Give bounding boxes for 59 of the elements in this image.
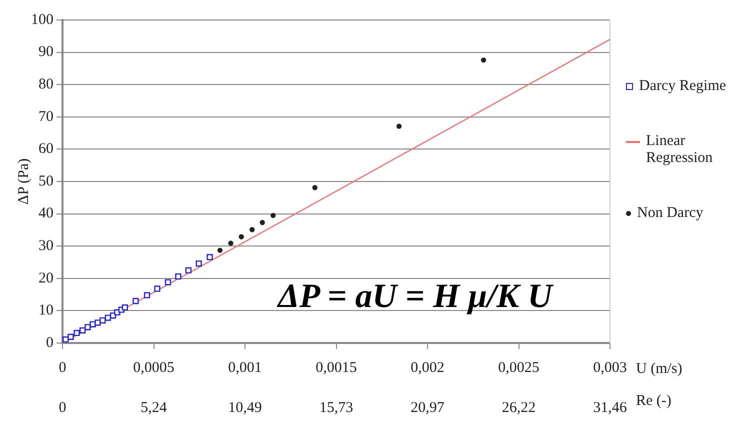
x2-tick-label: 31,46 xyxy=(593,400,628,416)
point xyxy=(104,314,112,321)
y-tick-label: 20 xyxy=(38,270,54,286)
point xyxy=(480,57,486,63)
point xyxy=(164,279,172,286)
x-tick-label: 0,0025 xyxy=(498,360,540,376)
y-tick-label: 30 xyxy=(38,238,54,254)
point xyxy=(154,286,160,292)
point xyxy=(74,330,80,336)
x-tick-label: 0,002 xyxy=(410,360,444,376)
x2-tick-label: 0 xyxy=(58,400,66,416)
point xyxy=(175,273,182,280)
y-tick-label: 50 xyxy=(38,173,54,190)
x-tick-label: 0,0005 xyxy=(133,360,174,376)
point xyxy=(132,298,139,304)
y-tick-label: 40 xyxy=(38,206,54,222)
annotation: ΔP = aU = H μ/K U xyxy=(278,278,552,316)
point xyxy=(196,260,202,267)
point xyxy=(144,292,150,298)
point xyxy=(94,320,101,326)
point xyxy=(185,267,192,274)
point xyxy=(90,321,96,328)
x-tick-label: 0,003 xyxy=(593,360,627,376)
legend-label: Linear Regression xyxy=(646,133,714,167)
y-tick-label: 0 xyxy=(46,334,54,351)
legend-label: Non Darcy xyxy=(637,205,704,222)
point xyxy=(217,248,223,253)
y-tick-label: 70 xyxy=(38,108,54,125)
point xyxy=(100,317,106,324)
x2-tick-label: 26,22 xyxy=(502,400,536,416)
legend-label: Darcy Regime xyxy=(639,78,726,95)
y-tick-label: 90 xyxy=(38,44,54,60)
x-axis-title: U (m/s) xyxy=(636,360,682,377)
x-tick-label: 0 xyxy=(58,360,66,376)
y-tick-label: 80 xyxy=(38,76,54,93)
x-tick-label: 0,001 xyxy=(228,360,262,376)
x2-tick-label: 20,97 xyxy=(410,400,445,416)
point xyxy=(270,212,276,218)
point xyxy=(84,324,91,330)
y-axis-title: ΔP (Pa) xyxy=(16,158,32,205)
y-tick-label: 60 xyxy=(38,141,54,158)
point xyxy=(206,254,213,260)
point xyxy=(260,220,265,226)
y-tick-label: 10 xyxy=(38,302,54,319)
point xyxy=(80,327,86,334)
x-tick-label: 0,0015 xyxy=(316,360,357,376)
y-tick-label: 100 xyxy=(31,12,54,28)
point xyxy=(250,227,255,232)
x2-axis-title: Re (-) xyxy=(636,392,672,409)
x2-tick-label: 10,49 xyxy=(228,400,262,416)
point xyxy=(68,334,74,340)
x2-tick-label: 15,73 xyxy=(319,400,354,416)
point xyxy=(396,124,402,129)
point xyxy=(238,234,244,240)
point xyxy=(122,304,128,311)
point xyxy=(228,240,234,246)
point xyxy=(312,185,318,190)
point xyxy=(114,309,120,316)
x2-tick-label: 5,24 xyxy=(140,400,168,416)
